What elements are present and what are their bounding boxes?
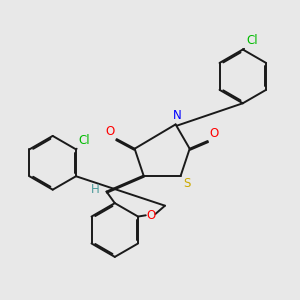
Text: N: N (172, 109, 181, 122)
Text: O: O (105, 125, 114, 138)
Text: O: O (209, 127, 218, 140)
Text: Cl: Cl (78, 134, 89, 147)
Text: O: O (146, 209, 155, 222)
Text: Cl: Cl (246, 34, 258, 47)
Text: H: H (91, 182, 100, 196)
Text: S: S (183, 177, 191, 190)
